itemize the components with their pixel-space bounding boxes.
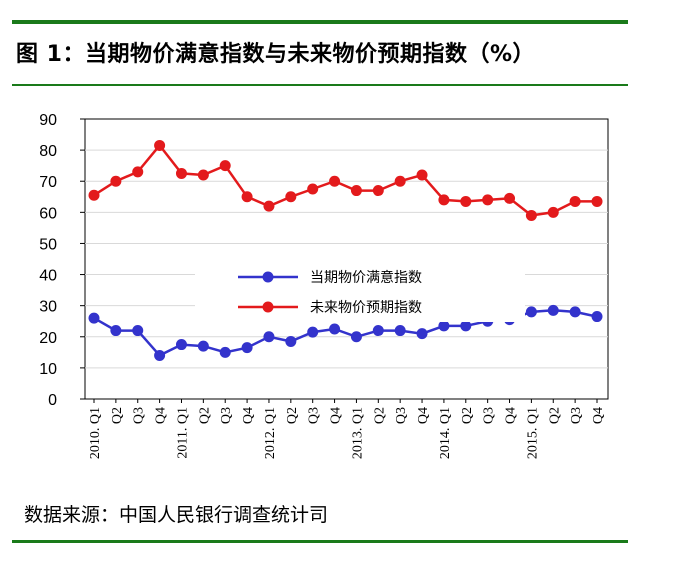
series-layer [88, 139, 603, 361]
x-tick-label: Q2 [110, 407, 125, 424]
x-axis: 2010. Q1 Q2 Q3 Q4 2011. Q1 Q2 Q3 Q4 2012. Q1 Q2 Q3… [88, 399, 606, 459]
x-tick-label: Q2 [197, 407, 212, 424]
data-point [350, 185, 362, 197]
legend-label: 当期物价满意指数 [310, 269, 422, 286]
legend-marker [262, 271, 274, 283]
y-tick-label: 50 [39, 236, 57, 253]
title-rule [12, 84, 628, 86]
plot-frame [84, 118, 609, 400]
y-tick-label: 20 [39, 330, 57, 347]
y-tick-label: 70 [39, 174, 57, 191]
data-point [329, 323, 341, 335]
x-tick-label: Q3 [569, 407, 584, 424]
data-source-note: 数据来源：中国人民银行调查统计司 [24, 504, 329, 526]
y-tick-label: 60 [39, 205, 57, 222]
y-tick-label: 90 [39, 112, 57, 129]
data-point [569, 195, 581, 207]
data-point [394, 325, 406, 337]
x-tick-label: Q3 [482, 407, 497, 424]
data-point [482, 194, 494, 206]
y-tick-label: 40 [39, 268, 57, 285]
data-point [197, 169, 209, 181]
data-point [88, 312, 100, 324]
figure-title: 图 1：当期物价满意指数与未来物价预期指数（%） [16, 42, 536, 67]
data-point [569, 306, 581, 318]
data-point [504, 192, 516, 204]
data-point [219, 160, 231, 172]
data-point [263, 331, 275, 343]
x-tick-label: 2011. Q1 [175, 407, 190, 459]
y-tick-label: 30 [39, 299, 57, 316]
data-point [525, 209, 537, 221]
data-point [154, 349, 166, 361]
x-tick-label: Q4 [241, 407, 256, 424]
x-tick-label: Q3 [219, 407, 234, 424]
data-point [591, 311, 603, 323]
data-point [263, 200, 275, 212]
x-tick-label: Q4 [416, 407, 431, 424]
x-tick-label: Q2 [372, 407, 387, 424]
x-tick-label: Q2 [547, 407, 562, 424]
bottom-rule [12, 540, 628, 543]
data-point [350, 331, 362, 343]
data-point [547, 304, 559, 316]
data-point [307, 326, 319, 338]
data-point [241, 191, 253, 203]
data-point [197, 340, 209, 352]
x-tick-label: Q2 [460, 407, 475, 424]
x-tick-label: Q3 [307, 407, 322, 424]
data-point [285, 335, 297, 347]
data-point [438, 194, 450, 206]
x-tick-label: 2013. Q1 [350, 407, 365, 459]
data-point [329, 175, 341, 187]
data-point [591, 195, 603, 207]
data-point [110, 175, 122, 187]
x-tick-label: Q3 [132, 407, 147, 424]
x-tick-label: 2010. Q1 [88, 407, 103, 459]
x-tick-label: 2015. Q1 [525, 407, 540, 459]
plot-area [84, 118, 609, 400]
x-tick-label: Q4 [154, 407, 169, 424]
top-rule [12, 20, 628, 24]
data-point [154, 139, 166, 151]
x-tick-label: 2012. Q1 [263, 407, 278, 459]
x-tick-label: Q3 [394, 407, 409, 424]
data-point [132, 166, 144, 178]
legend-background [195, 260, 525, 322]
data-point [110, 325, 122, 337]
legend-marker [262, 301, 274, 313]
data-point [307, 183, 319, 195]
x-tick-label: Q4 [329, 407, 344, 424]
y-tick-label: 80 [39, 143, 57, 160]
data-point [438, 320, 450, 332]
y-tick-label: 10 [39, 361, 57, 378]
data-point [175, 167, 187, 179]
data-point [372, 185, 384, 197]
y-axis: 0 10 20 30 40 50 60 70 80 90 [39, 112, 85, 409]
data-point [460, 195, 472, 207]
data-point [372, 325, 384, 337]
data-point [416, 328, 428, 340]
x-tick-label: Q4 [504, 407, 519, 424]
data-point [394, 175, 406, 187]
legend-label: 未来物价预期指数 [310, 300, 422, 316]
data-point [175, 339, 187, 351]
data-point [460, 320, 472, 332]
data-point [219, 346, 231, 358]
line-chart: 0 10 20 30 40 50 60 70 80 90 2010. Q1 Q2 Q3 Q4 2011. … [39, 112, 609, 459]
data-point [416, 169, 428, 181]
data-point [132, 325, 144, 337]
data-point [88, 189, 100, 201]
data-point [241, 342, 253, 354]
x-tick-label: 2014. Q1 [438, 407, 453, 459]
data-point [547, 206, 559, 218]
data-point [285, 191, 297, 203]
data-point [525, 306, 537, 318]
grid-lines [85, 149, 608, 369]
y-tick-label: 0 [48, 392, 57, 409]
x-tick-label: Q2 [285, 407, 300, 424]
x-tick-label: Q4 [591, 407, 606, 424]
